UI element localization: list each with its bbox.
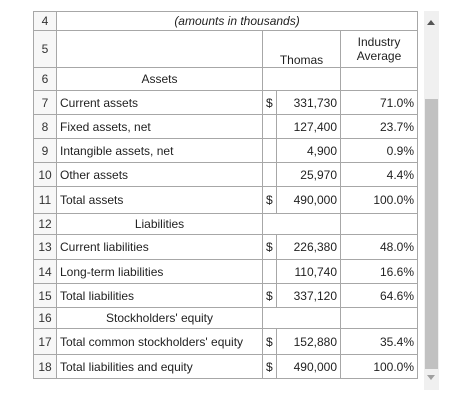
row-label: Total liabilities and equity (56, 354, 263, 379)
table-row: 10 Other assets 25,970 4.4% (33, 162, 419, 187)
currency-symbol: $ (262, 328, 277, 355)
scroll-up-arrow-icon[interactable] (427, 20, 435, 25)
industry-percent: 16.6% (339, 259, 419, 284)
row-number: 14 (33, 259, 57, 284)
company-value: 226,380 (276, 234, 341, 260)
row-number: 10 (33, 162, 57, 187)
row-number: 6 (33, 67, 57, 91)
table-row: 17 Total common stockholders' equity $ 1… (33, 328, 419, 355)
empty-cell (339, 67, 419, 91)
table-row: 18 Total liabilities and equity $ 490,00… (33, 354, 419, 379)
empty-cell (56, 30, 263, 68)
currency-symbol: $ (262, 234, 277, 260)
currency-symbol (262, 138, 277, 163)
scroll-down-arrow-icon[interactable] (427, 375, 435, 380)
balance-sheet-table: 4 (amounts in thousands) 5 Thomas Indust… (33, 11, 419, 379)
industry-percent: 64.6% (339, 283, 419, 308)
row-label: Total liabilities (56, 283, 263, 308)
industry-percent: 35.4% (339, 328, 419, 355)
table-row: 11 Total assets $ 490,000 100.0% (33, 186, 419, 214)
row-number: 16 (33, 307, 57, 329)
industry-percent: 23.7% (339, 114, 419, 139)
row-number: 7 (33, 90, 57, 115)
company-value: 25,970 (276, 162, 341, 187)
currency-symbol (262, 259, 277, 284)
scrollbar-thumb[interactable] (425, 99, 438, 369)
row-label: Long-term liabilities (56, 259, 263, 284)
table-row: 7 Current assets $ 331,730 71.0% (33, 90, 419, 115)
row-number: 9 (33, 138, 57, 163)
row-label: Total common stockholders' equity (56, 328, 263, 355)
company-value: 127,400 (276, 114, 341, 139)
vertical-scrollbar[interactable] (424, 11, 439, 390)
company-value: 152,880 (276, 328, 341, 355)
table-row: 15 Total liabilities $ 337,120 64.6% (33, 283, 419, 308)
industry-percent: 71.0% (339, 90, 419, 115)
row-label: Intangible assets, net (56, 138, 263, 163)
table-row: 4 (amounts in thousands) (33, 11, 419, 31)
section-heading-assets: Assets (56, 67, 263, 91)
empty-cell (339, 213, 419, 235)
row-number: 18 (33, 354, 57, 379)
company-value: 4,900 (276, 138, 341, 163)
table-row: 8 Fixed assets, net 127,400 23.7% (33, 114, 419, 139)
currency-symbol: $ (262, 186, 277, 214)
industry-header-line1: Industry (357, 35, 401, 49)
industry-header-line2: Average (356, 49, 402, 63)
industry-column-header: Industry Average (339, 30, 419, 68)
industry-percent: 0.9% (339, 138, 419, 163)
company-value: 331,730 (276, 90, 341, 115)
industry-percent: 48.0% (339, 234, 419, 260)
row-number: 12 (33, 213, 57, 235)
table-row: 16 Stockholders' equity (33, 307, 419, 329)
row-label: Current liabilities (56, 234, 263, 260)
currency-symbol (262, 114, 277, 139)
industry-percent: 100.0% (339, 354, 419, 379)
row-label: Total assets (56, 186, 263, 214)
industry-percent: 100.0% (339, 186, 419, 214)
company-column-header: Thomas (262, 30, 341, 68)
company-value: 490,000 (276, 354, 341, 379)
currency-symbol: $ (262, 354, 277, 379)
currency-symbol: $ (262, 283, 277, 308)
row-label: Current assets (56, 90, 263, 115)
empty-cell (262, 307, 341, 329)
row-number: 5 (33, 30, 57, 68)
empty-cell (339, 307, 419, 329)
currency-symbol (262, 162, 277, 187)
row-number: 15 (33, 283, 57, 308)
company-value: 337,120 (276, 283, 341, 308)
table-row: 12 Liabilities (33, 213, 419, 235)
row-number: 11 (33, 186, 57, 214)
row-number: 13 (33, 234, 57, 260)
company-value: 110,740 (276, 259, 341, 284)
section-heading-liabilities: Liabilities (56, 213, 263, 235)
company-value: 490,000 (276, 186, 341, 214)
amounts-note: (amounts in thousands) (55, 11, 419, 31)
industry-percent: 4.4% (339, 162, 419, 187)
row-number: 8 (33, 114, 57, 139)
currency-symbol: $ (262, 90, 277, 115)
row-label: Other assets (56, 162, 263, 187)
section-heading-equity: Stockholders' equity (56, 307, 263, 329)
row-number: 17 (33, 328, 57, 355)
table-row: 9 Intangible assets, net 4,900 0.9% (33, 138, 419, 163)
table-row: 5 Thomas Industry Average (33, 30, 419, 68)
table-row: 6 Assets (33, 67, 419, 91)
row-label: Fixed assets, net (56, 114, 263, 139)
row-number: 4 (33, 11, 57, 31)
empty-cell (262, 67, 341, 91)
empty-cell (262, 213, 341, 235)
table-row: 13 Current liabilities $ 226,380 48.0% (33, 234, 419, 260)
table-row: 14 Long-term liabilities 110,740 16.6% (33, 259, 419, 284)
